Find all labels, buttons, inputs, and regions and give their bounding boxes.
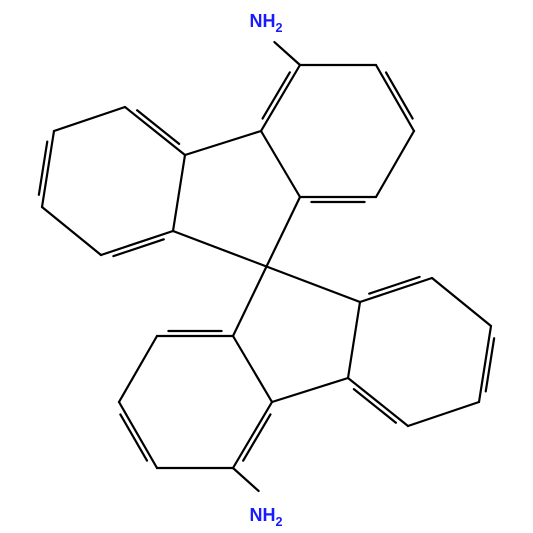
bond (233, 402, 272, 468)
bond (267, 267, 361, 303)
bond (185, 131, 261, 155)
bond (54, 107, 125, 131)
bond (274, 42, 300, 65)
bond (173, 231, 267, 267)
bond (233, 267, 267, 337)
bond (233, 336, 272, 402)
bond (261, 131, 300, 197)
bond (125, 107, 185, 155)
bond (173, 155, 185, 231)
bond (272, 378, 348, 402)
bond (101, 231, 173, 255)
bond (120, 414, 147, 460)
bond (408, 402, 479, 426)
bond (137, 110, 179, 144)
bond (360, 278, 432, 302)
bond (267, 197, 301, 267)
bond (348, 378, 408, 426)
bond (376, 131, 414, 197)
nh2-top-label: NH2 (249, 11, 282, 36)
bond (243, 414, 270, 460)
bond (233, 468, 259, 491)
molecule-diagram: NH2 NH2 (0, 0, 533, 533)
bond (261, 65, 300, 131)
bond (432, 278, 491, 326)
bond (119, 402, 157, 468)
bond (386, 72, 413, 118)
bond (42, 207, 101, 255)
bond (354, 389, 396, 423)
bond (119, 336, 157, 402)
bond (348, 302, 360, 378)
nh2-bottom-label: NH2 (249, 505, 282, 530)
bond (376, 65, 414, 131)
bond (263, 72, 290, 118)
